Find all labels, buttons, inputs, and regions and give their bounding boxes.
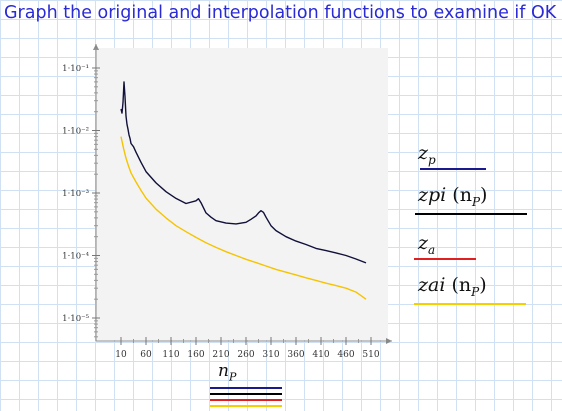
x-tick-label: 510: [362, 350, 379, 360]
legend-zai-base: zai: [418, 274, 446, 296]
x-trace-line-4: [210, 405, 282, 407]
x-trace-line-2: [210, 393, 282, 395]
legend-zpi-base: zpi: [418, 184, 447, 206]
legend-zpi-arg-end: ): [480, 184, 488, 206]
series-line-zpi: [120, 81, 367, 264]
legend-za-sub: a: [428, 242, 436, 257]
page-heading: Graph the original and interpolation fun…: [4, 3, 557, 23]
legend-zai-arg-end: ): [479, 274, 487, 296]
legend-line-za: [414, 258, 476, 260]
y-tick-label: 1·10⁻⁵: [62, 314, 89, 324]
legend-line-zp: [420, 168, 486, 170]
series-line-zai: [120, 136, 367, 300]
x-tick-label: 310: [262, 350, 279, 360]
legend-zpi-arg: (n: [452, 184, 472, 206]
x-tick-label: 210: [212, 350, 229, 360]
x-tick-label: 260: [237, 350, 254, 360]
x-tick-label: 360: [287, 350, 304, 360]
x-axis-arrow: [386, 338, 392, 344]
legend-label-zai[interactable]: zai (nP): [418, 274, 487, 299]
x-variable-base: n: [218, 361, 229, 381]
legend-line-zai: [414, 303, 526, 305]
legend-zp-base: z: [418, 142, 429, 164]
x-trace-line-3: [210, 399, 282, 401]
x-tick-label: 110: [162, 350, 179, 360]
legend-label-zpi[interactable]: zpi (nP): [418, 184, 487, 209]
legend-label-zp[interactable]: zp: [418, 142, 436, 167]
x-trace-lines: [210, 387, 282, 411]
x-tick-label: 60: [140, 350, 152, 360]
y-tick-label: 1·10⁻¹: [62, 64, 89, 74]
x-tick-label: 10: [115, 350, 127, 360]
legend-zai-arg-sub: P: [471, 284, 480, 299]
x-tick-label: 410: [312, 350, 329, 360]
y-axis-arrow: [93, 44, 99, 50]
x-tick-label: 160: [187, 350, 204, 360]
x-trace-line-1: [210, 387, 282, 389]
x-axis-variable[interactable]: nP: [218, 361, 236, 383]
x-variable-sub: P: [228, 370, 237, 384]
legend-za-base: z: [418, 232, 429, 254]
legend-zp-sub: p: [428, 152, 436, 167]
legend-zai-arg: (n: [451, 274, 472, 296]
legend-label-za[interactable]: za: [418, 232, 435, 257]
legend-line-zpi: [415, 213, 527, 215]
plot-area[interactable]: [96, 48, 388, 340]
y-tick-label: 1·10⁻³: [62, 189, 89, 199]
x-tick-label: 460: [337, 350, 354, 360]
y-tick-label: 1·10⁻²: [62, 127, 89, 137]
y-tick-label: 1·10⁻⁴: [62, 252, 89, 262]
legend: zp zpi (nP) za zai (nP): [410, 0, 540, 330]
legend-zpi-arg-sub: P: [471, 194, 481, 209]
